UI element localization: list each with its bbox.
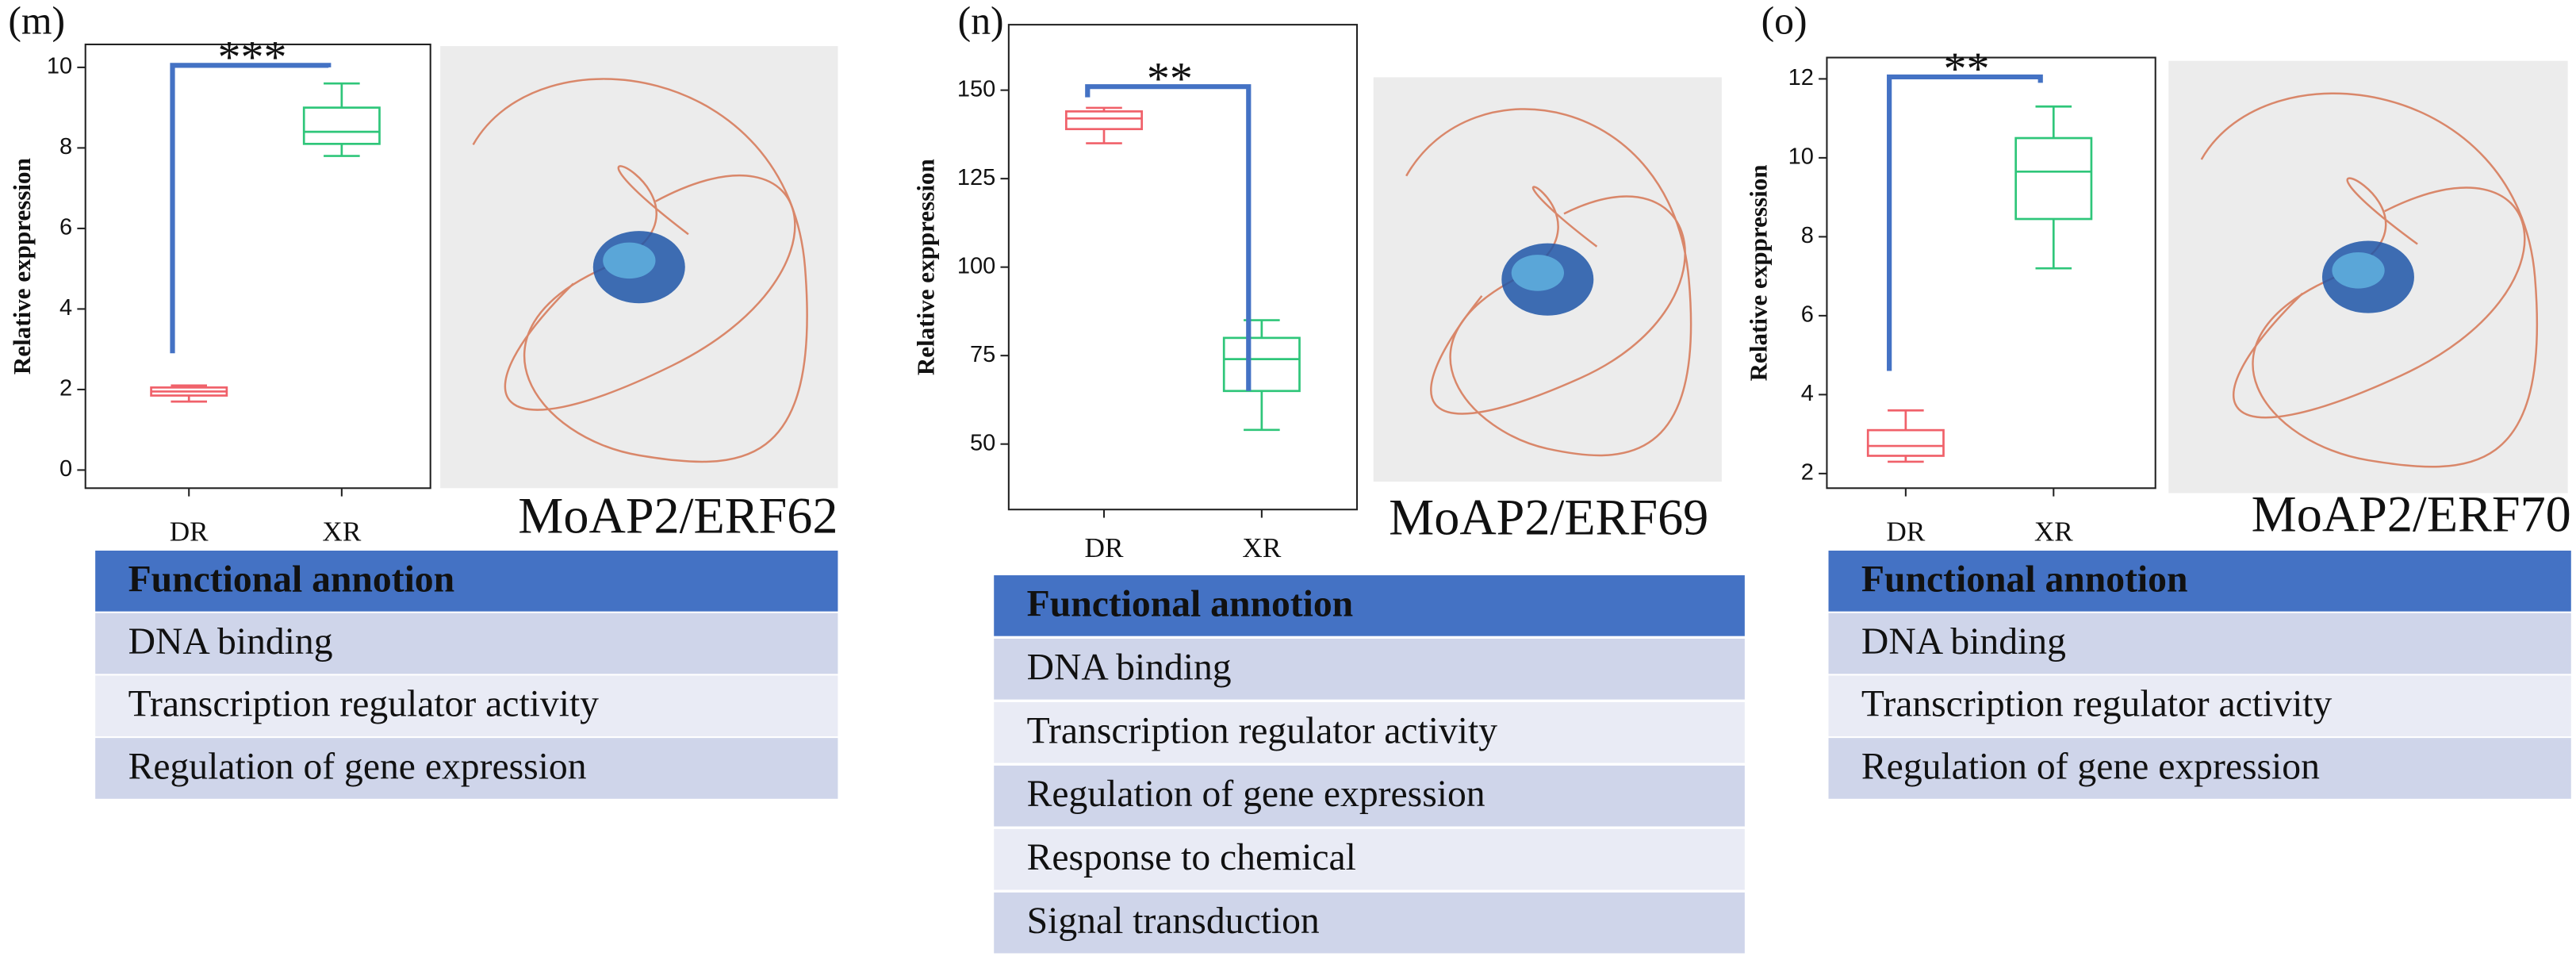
structure-domain — [603, 242, 656, 279]
structure-coil — [2200, 92, 2539, 468]
structure-domain — [2332, 252, 2385, 289]
x-tick-label: XR — [322, 516, 361, 547]
y-axis-label: Relative exppression — [8, 158, 36, 374]
y-tick-label: 50 — [970, 430, 995, 455]
significance-label: ** — [1944, 43, 1990, 94]
y-tick-label: 100 — [957, 253, 995, 278]
plot-frame — [1826, 56, 2156, 490]
table-row — [95, 613, 838, 674]
x-tick-label: XR — [1242, 532, 1281, 563]
box — [302, 106, 381, 145]
y-tick-label: 8 — [1801, 223, 1814, 248]
box — [1866, 428, 1945, 457]
table-cell: Transcription regulator activity — [128, 684, 600, 725]
y-tick-label: 150 — [957, 76, 995, 102]
y-tick-label: 12 — [1788, 65, 1814, 90]
table-row — [994, 892, 1745, 954]
table-row — [994, 765, 1745, 827]
y-tick-label: 4 — [59, 295, 72, 321]
table-cell: DNA binding — [1861, 621, 2066, 663]
panel-label: (m) — [8, 0, 65, 43]
significance-label: *** — [217, 32, 286, 83]
table-cell: Regulation of gene expression — [1861, 746, 2320, 787]
significance-bracket — [1887, 74, 2043, 371]
table-row — [95, 738, 838, 799]
y-tick-label: 4 — [1801, 381, 1814, 406]
y-axis-label: Relative exppression — [1745, 164, 1773, 381]
y-tick-label: 6 — [1801, 302, 1814, 328]
structure-coil — [472, 78, 808, 463]
structure-coil — [1405, 108, 1692, 457]
table-cell: DNA binding — [1027, 647, 1232, 688]
protein-name: MoAP2/ERF70 — [2252, 486, 2571, 542]
y-tick-label: 10 — [47, 54, 72, 79]
table-cell: Signal transduction — [1027, 901, 1320, 942]
y-tick-label: 8 — [59, 134, 72, 159]
table-header — [95, 550, 838, 612]
table-header-text: Functional annotion — [1861, 559, 2188, 600]
table-cell: DNA binding — [128, 621, 333, 663]
panel-label: (n) — [958, 0, 1004, 43]
table-row — [1828, 738, 2571, 799]
table-header — [1828, 550, 2571, 612]
table-row — [994, 639, 1745, 700]
y-axis-label: Relative exppression — [911, 159, 939, 375]
y-tick-label: 2 — [59, 376, 72, 401]
table-cell: Regulation of gene expression — [1027, 774, 1485, 815]
table-header-text: Functional annotion — [1027, 583, 1354, 624]
structure-coil — [2233, 186, 2526, 419]
table-row — [95, 675, 838, 737]
box — [1065, 110, 1143, 131]
table-cell: Transcription regulator activity — [1027, 710, 1498, 751]
y-tick-label: 75 — [970, 342, 995, 367]
protein-name: MoAP2/ERF62 — [518, 487, 838, 543]
y-tick-label: 6 — [59, 215, 72, 240]
y-tick-label: 10 — [1788, 144, 1814, 170]
plot-frame — [84, 43, 431, 490]
structure-domain — [1511, 255, 1564, 291]
panel-label: (o) — [1761, 0, 1807, 43]
x-tick-label: DR — [1886, 516, 1925, 547]
x-tick-label: DR — [170, 516, 209, 547]
table-header — [994, 575, 1745, 636]
table-cell: Regulation of gene expression — [128, 746, 587, 787]
table-row — [1828, 675, 2571, 737]
x-tick-label: XR — [2034, 516, 2073, 547]
table-row — [1828, 613, 2571, 674]
significance-bracket — [170, 63, 332, 354]
box — [2014, 136, 2093, 221]
table-cell: Response to chemical — [1027, 837, 1356, 878]
table-cell: Transcription regulator activity — [1861, 684, 2333, 725]
x-tick-label: DR — [1085, 532, 1124, 563]
y-tick-label: 125 — [957, 165, 995, 190]
y-tick-label: 2 — [1801, 460, 1814, 486]
box — [1222, 336, 1301, 393]
table-row — [994, 828, 1745, 890]
table-header-text: Functional annotion — [128, 559, 455, 600]
y-tick-label: 0 — [59, 456, 72, 482]
structure-coil — [504, 175, 796, 411]
protein-name: MoAP2/ERF69 — [1389, 490, 1708, 546]
structure-coil — [1430, 195, 1686, 415]
significance-bracket — [1085, 84, 1252, 391]
significance-label: ** — [1147, 52, 1193, 104]
table-row — [994, 701, 1745, 763]
